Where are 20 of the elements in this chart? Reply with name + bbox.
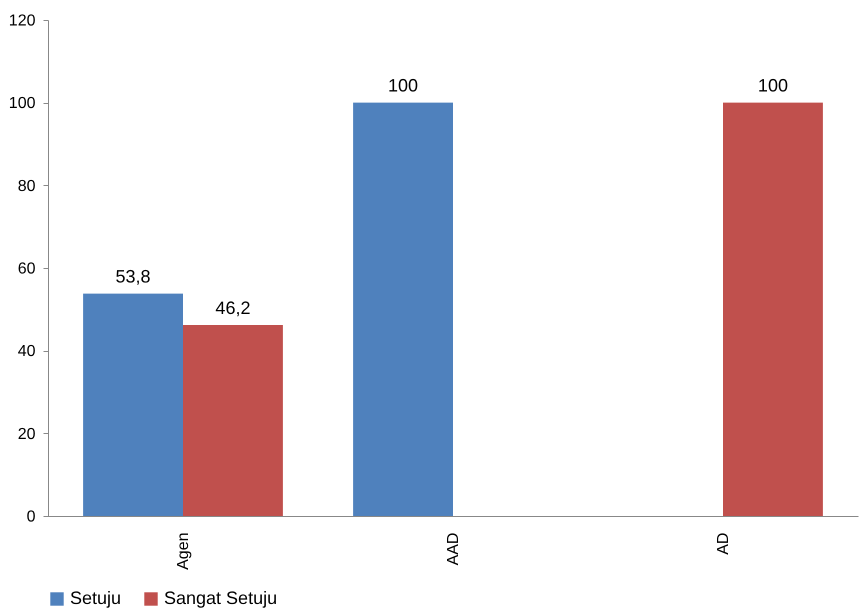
data-label: 100 — [388, 76, 418, 96]
legend-label: Setuju — [70, 588, 122, 608]
y-tick-label: 80 — [18, 178, 36, 195]
y-tick-label: 60 — [18, 260, 36, 278]
y-tick-label: 0 — [26, 508, 36, 526]
x-tick-label: AAD — [445, 532, 462, 566]
bar — [353, 102, 453, 516]
bar — [183, 325, 283, 516]
data-label: 46,2 — [215, 298, 250, 318]
x-tick-label: AD — [715, 532, 732, 555]
bar — [83, 294, 183, 516]
data-label: 53,8 — [116, 266, 151, 287]
legend-label: Sangat Setuju — [164, 588, 278, 608]
data-label: 100 — [758, 76, 788, 96]
y-tick-label: 20 — [18, 426, 36, 443]
y-tick-label: 120 — [8, 12, 36, 30]
x-tick-label: Agen — [175, 532, 192, 570]
bar — [723, 102, 823, 516]
y-tick-label: 100 — [8, 95, 36, 112]
y-tick-label: 40 — [18, 343, 36, 360]
